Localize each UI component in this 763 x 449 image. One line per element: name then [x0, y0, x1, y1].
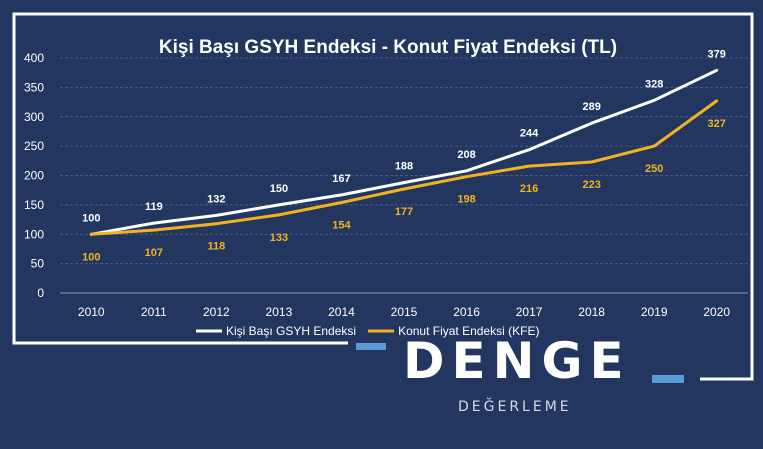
- x-tick-label: 2013: [266, 305, 293, 319]
- data-label: 223: [582, 179, 600, 191]
- logo-accent-right: [652, 375, 684, 383]
- x-tick-label: 2019: [641, 305, 668, 319]
- x-tick-label: 2015: [391, 305, 418, 319]
- x-tick-label: 2020: [703, 305, 730, 319]
- data-label: 119: [145, 201, 163, 213]
- data-label: 244: [520, 128, 539, 140]
- data-label: 118: [207, 241, 225, 253]
- y-tick-label: 250: [24, 139, 44, 153]
- x-tick-label: 2012: [203, 305, 230, 319]
- data-label: 328: [645, 78, 663, 90]
- y-tick-label: 200: [24, 169, 44, 183]
- x-tick-label: 2016: [453, 305, 480, 319]
- chart-title: Kişi Başı GSYH Endeksi - Konut Fiyat End…: [159, 37, 617, 58]
- brand-tagline: DEĞERLEME: [458, 399, 572, 415]
- data-label: 379: [708, 48, 726, 60]
- y-tick-label: 50: [31, 257, 45, 271]
- data-label: 132: [207, 193, 225, 205]
- y-tick-label: 400: [24, 51, 44, 65]
- y-tick-label: 150: [24, 198, 44, 212]
- y-tick-label: 300: [24, 110, 44, 124]
- x-tick-label: 2014: [328, 305, 355, 319]
- legend-label: Kişi Başı GSYH Endeksi: [226, 324, 356, 338]
- data-label: 198: [457, 194, 475, 206]
- data-label: 100: [82, 212, 100, 224]
- data-label: 107: [145, 247, 163, 259]
- legend-label: Konut Fiyat Endeksi (KFE): [398, 324, 539, 338]
- y-tick-label: 0: [37, 286, 44, 300]
- data-label: 100: [82, 251, 100, 263]
- y-tick-label: 350: [24, 80, 44, 94]
- x-tick-label: 2018: [578, 305, 605, 319]
- series-line-2: [89, 99, 719, 236]
- data-label: 133: [270, 232, 288, 244]
- data-label: 208: [457, 149, 475, 161]
- brand-logo-text: DENGE: [403, 332, 631, 390]
- data-label: 216: [520, 183, 538, 195]
- series-line-1: [89, 68, 719, 236]
- data-label: 167: [332, 173, 350, 185]
- data-label: 154: [332, 220, 351, 232]
- data-label: 250: [645, 163, 663, 175]
- y-tick-label: 100: [24, 227, 44, 241]
- x-tick-label: 2011: [141, 305, 167, 319]
- data-label: 177: [395, 206, 413, 218]
- logo-accent-left: [356, 343, 386, 350]
- data-label: 327: [708, 118, 726, 130]
- x-tick-label: 2017: [516, 305, 543, 319]
- data-label: 188: [395, 161, 413, 173]
- data-label: 150: [270, 183, 288, 195]
- chart-frame: [12, 12, 754, 381]
- x-tick-label: 2010: [78, 305, 105, 319]
- data-label: 289: [582, 101, 600, 113]
